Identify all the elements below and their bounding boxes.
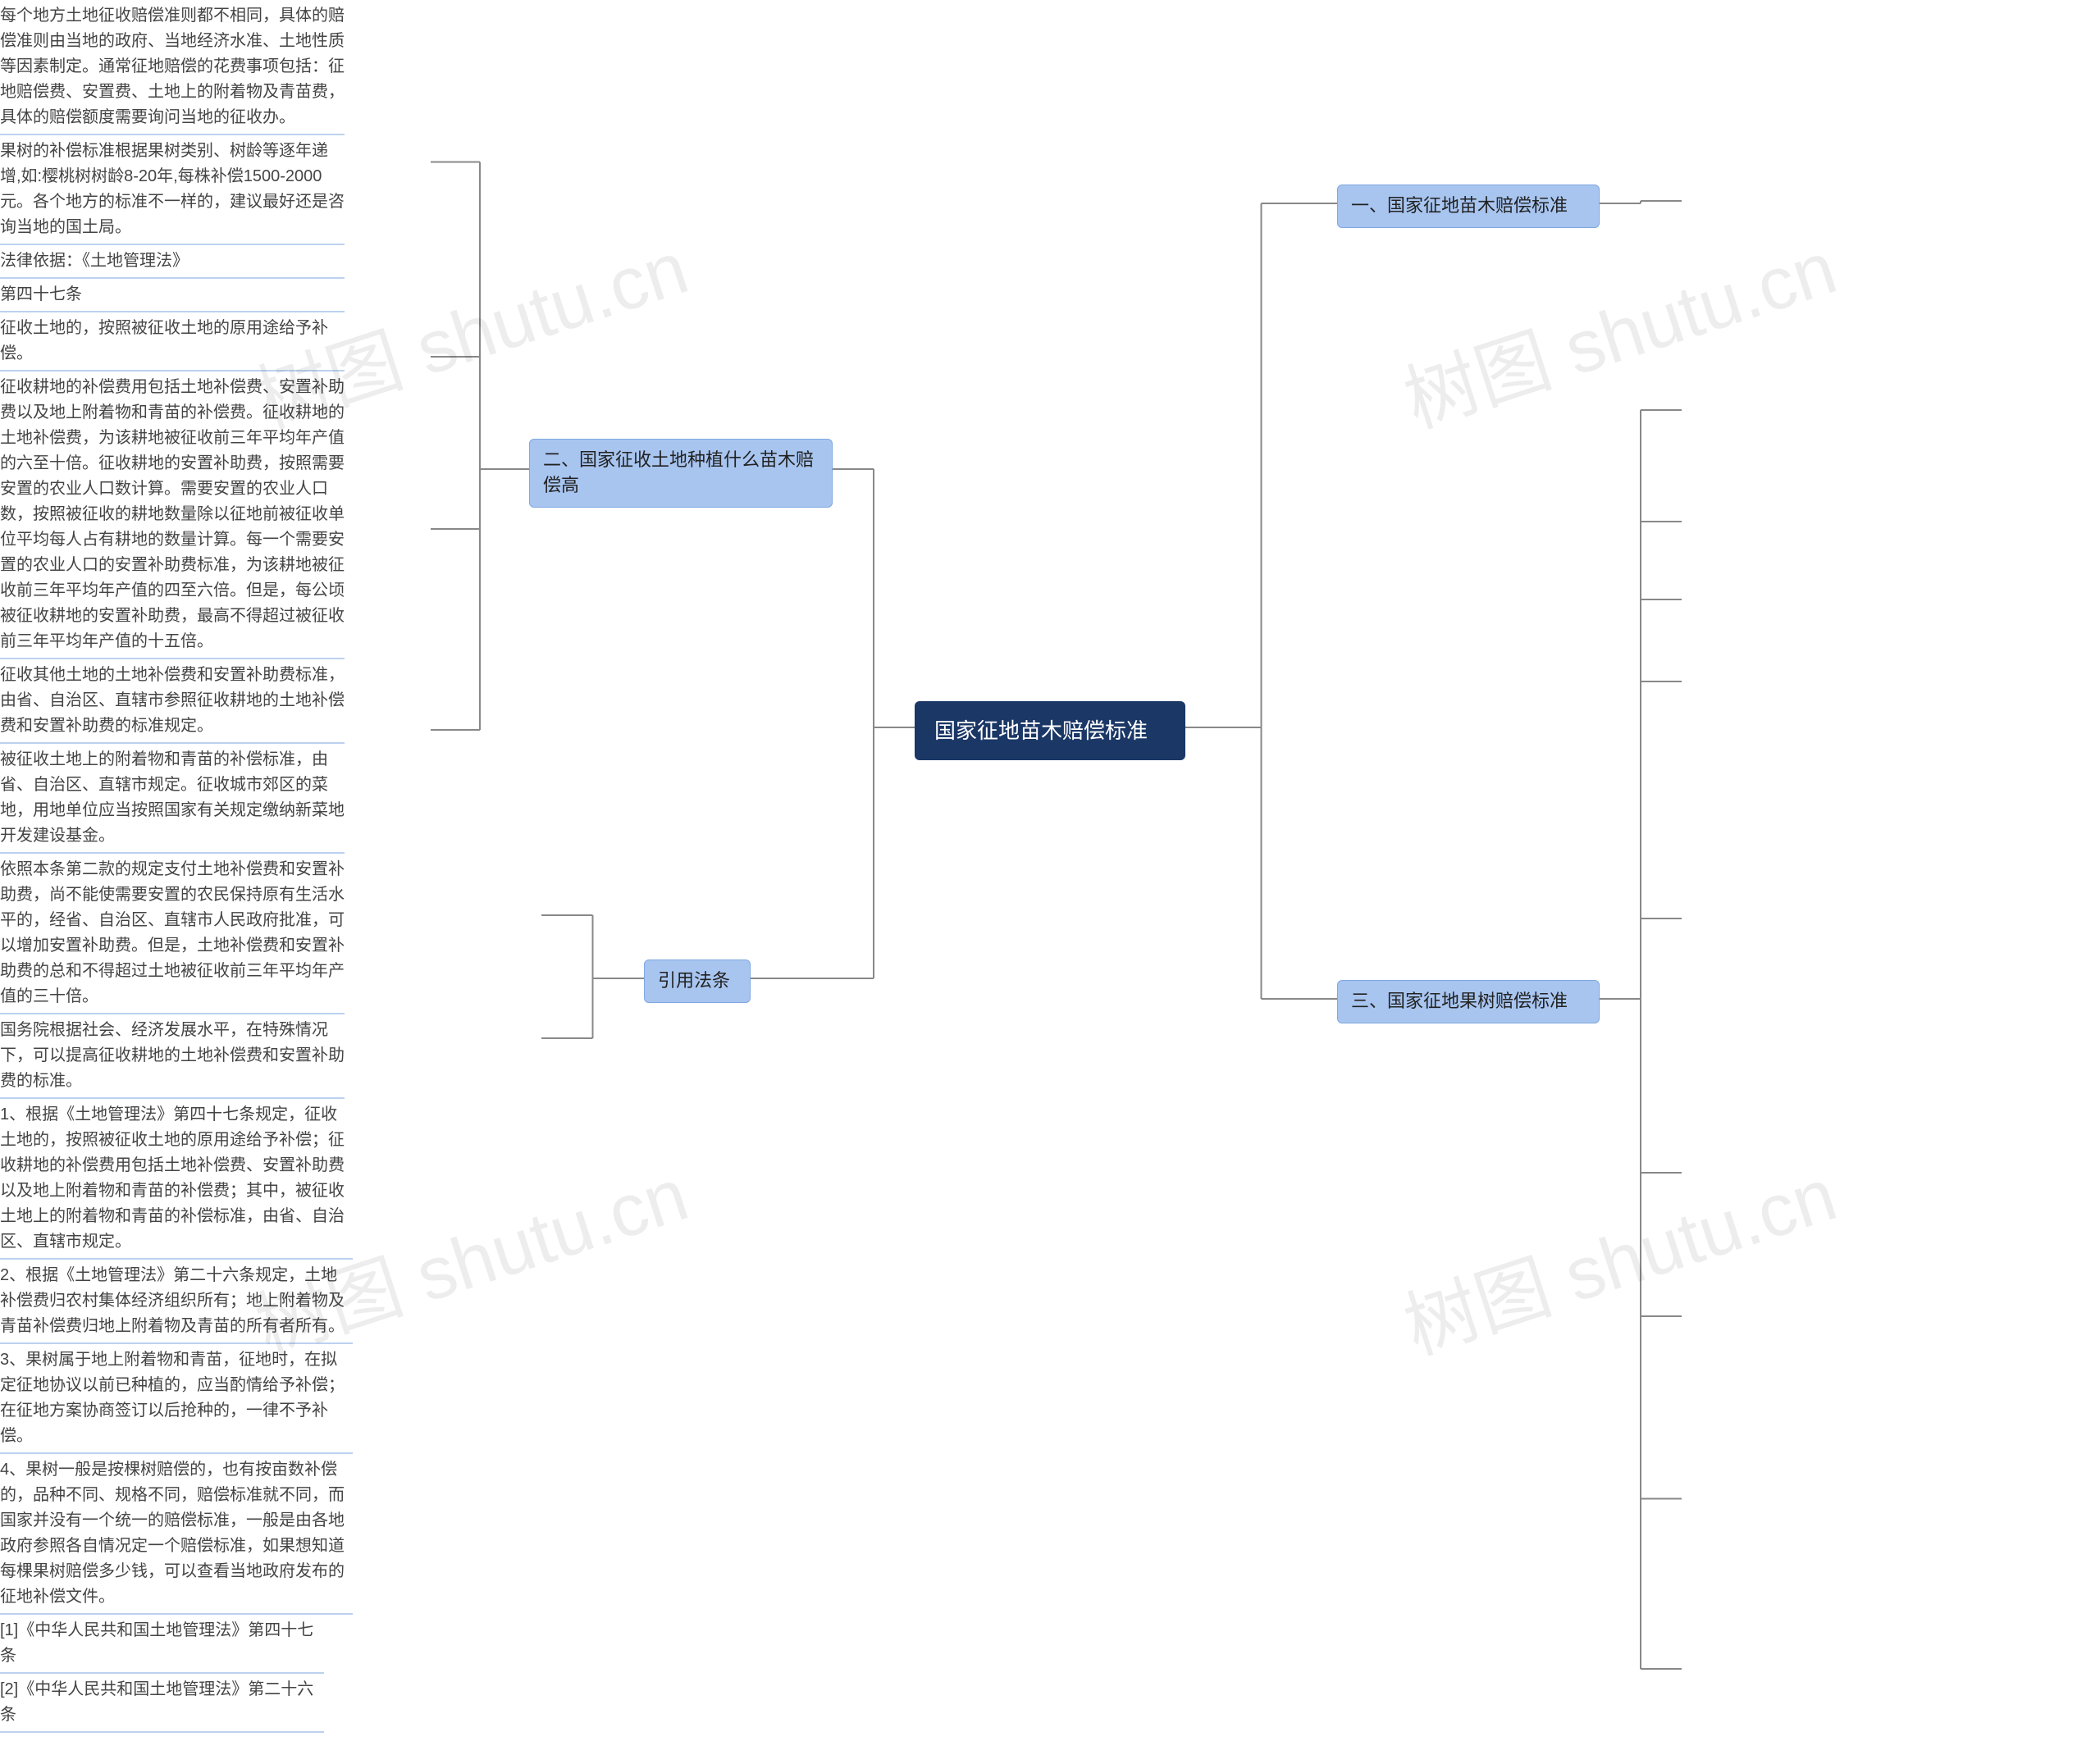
leaf-node: 被征收土地上的附着物和青苗的补偿标准，由省、自治区、直辖市规定。征收城市郊区的菜… bbox=[0, 744, 345, 854]
branch-node: 三、国家征地果树赔偿标准 bbox=[1337, 980, 1600, 1023]
branch-node: 一、国家征地苗木赔偿标准 bbox=[1337, 185, 1600, 228]
leaf-node: 法律依据：《土地管理法》 bbox=[0, 245, 345, 279]
leaf-node: 每个地方土地征收赔偿准则都不相同，具体的赔偿准则由当地的政府、当地经济水准、土地… bbox=[0, 0, 345, 135]
leaf-node: 征收其他土地的土地补偿费和安置补助费标准，由省、自治区、直辖市参照征收耕地的土地… bbox=[0, 659, 345, 744]
mindmap-stage: 国家征地苗木赔偿标准树图 shutu.cn树图 shutu.cn树图 shutu… bbox=[0, 0, 2100, 1764]
leaf-node: 征收土地的，按照被征收土地的原用途给予补偿。 bbox=[0, 312, 345, 371]
leaf-node: 国务院根据社会、经济发展水平，在特殊情况下，可以提高征收耕地的土地补偿费和安置补… bbox=[0, 1014, 345, 1099]
leaf-node: 果树的补偿标准根据果树类别、树龄等逐年递增,如:樱桃树树龄8-20年,每株补偿1… bbox=[0, 135, 345, 245]
leaf-node: 依照本条第二款的规定支付土地补偿费和安置补助费，尚不能使需要安置的农民保持原有生… bbox=[0, 854, 345, 1014]
leaf-node: 4、果树一般是按棵树赔偿的，也有按亩数补偿的，品种不同、规格不同，赔偿标准就不同… bbox=[0, 1454, 353, 1615]
leaf-node: 征收耕地的补偿费用包括土地补偿费、安置补助费以及地上附着物和青苗的补偿费。征收耕… bbox=[0, 371, 345, 659]
leaf-node: [2]《中华人民共和国土地管理法》第二十六条 bbox=[0, 1674, 324, 1733]
watermark: 树图 shutu.cn bbox=[1389, 1135, 1847, 1374]
branch-node: 引用法条 bbox=[644, 959, 751, 1003]
leaf-node: 1、根据《土地管理法》第四十七条规定，征收土地的，按照被征收土地的原用途给予补偿… bbox=[0, 1099, 353, 1260]
leaf-node: 2、根据《土地管理法》第二十六条规定，土地补偿费归农村集体经济组织所有；地上附着… bbox=[0, 1260, 353, 1344]
root-node: 国家征地苗木赔偿标准 bbox=[915, 701, 1185, 760]
branch-node: 二、国家征收土地种植什么苗木赔偿高 bbox=[529, 439, 833, 508]
leaf-node: 第四十七条 bbox=[0, 279, 345, 312]
leaf-node: 3、果树属于地上附着物和青苗，征地时，在拟定征地协议以前已种植的，应当酌情给予补… bbox=[0, 1344, 353, 1454]
watermark: 树图 shutu.cn bbox=[1389, 208, 1847, 448]
leaf-node: [1]《中华人民共和国土地管理法》第四十七条 bbox=[0, 1615, 324, 1674]
